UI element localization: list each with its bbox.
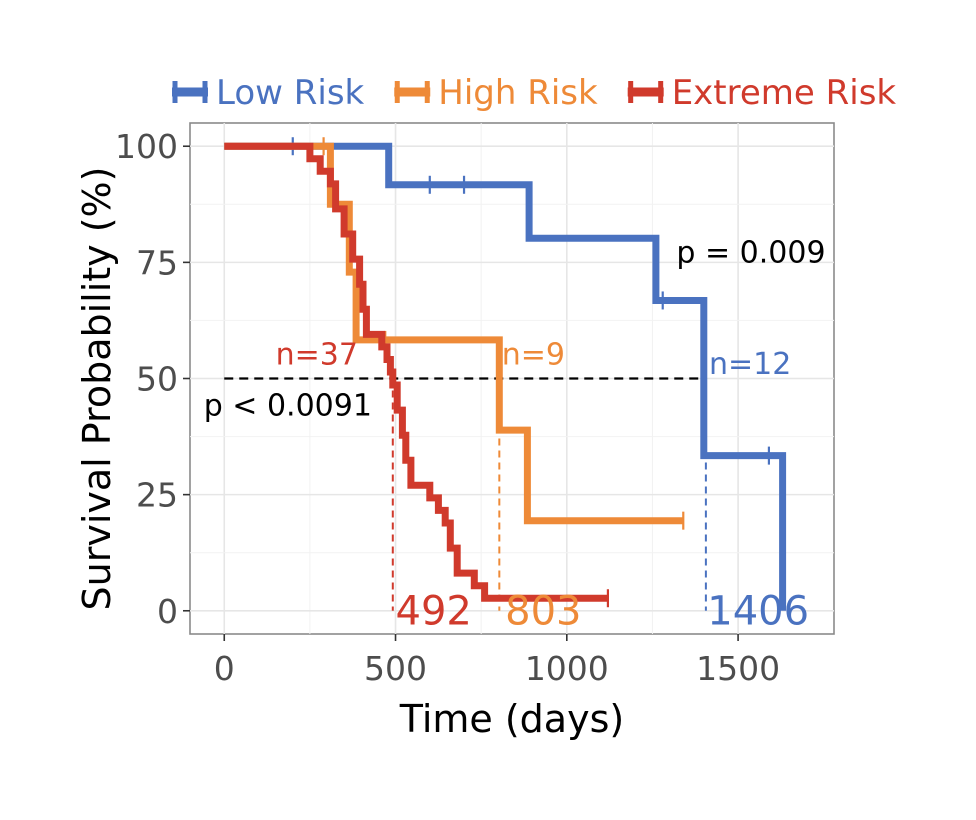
annotation-label: p < 0.0091 (204, 389, 372, 424)
series-lines (224, 137, 787, 611)
y-tick-label: 0 (157, 592, 178, 631)
annotation-label: 803 (505, 589, 581, 635)
x-tick-label: 500 (364, 649, 427, 688)
annotation-label: 492 (396, 589, 472, 635)
x-tick-label: 1000 (525, 649, 609, 688)
legend-label-low-risk: Low Risk (216, 73, 365, 113)
annotation-label: n=12 (709, 347, 791, 382)
annotation-label: p = 0.009 (676, 235, 825, 270)
y-tick-label: 75 (136, 243, 178, 282)
tick-labels: 0 500 1000 1500 0 25 50 75 100 (115, 127, 780, 688)
annotation-label: n=9 (502, 338, 565, 373)
x-tick-label: 1500 (696, 649, 780, 688)
annotation-label: n=37 (276, 338, 358, 373)
annotations: p = 0.009 p < 0.0091 n=37 n=9 n=12 492 803 1406 (204, 235, 826, 634)
y-axis-title: Survival Probability (%) (75, 167, 119, 611)
series-line-high-risk (224, 142, 684, 525)
legend-label-extreme-risk: Extreme Risk (672, 73, 897, 113)
series-line-low-risk (224, 142, 787, 611)
legend-label-high-risk: High Risk (438, 73, 598, 113)
annotation-label: 1406 (707, 589, 809, 635)
y-tick-label: 50 (136, 360, 178, 399)
series-line-extreme-risk (224, 142, 608, 602)
legend: Low Risk High Risk Extreme Risk (172, 73, 896, 113)
y-tick-label: 100 (115, 127, 178, 166)
x-tick-label: 0 (214, 649, 235, 688)
x-axis-title: Time (days) (399, 697, 624, 741)
y-tick-label: 25 (136, 476, 178, 515)
